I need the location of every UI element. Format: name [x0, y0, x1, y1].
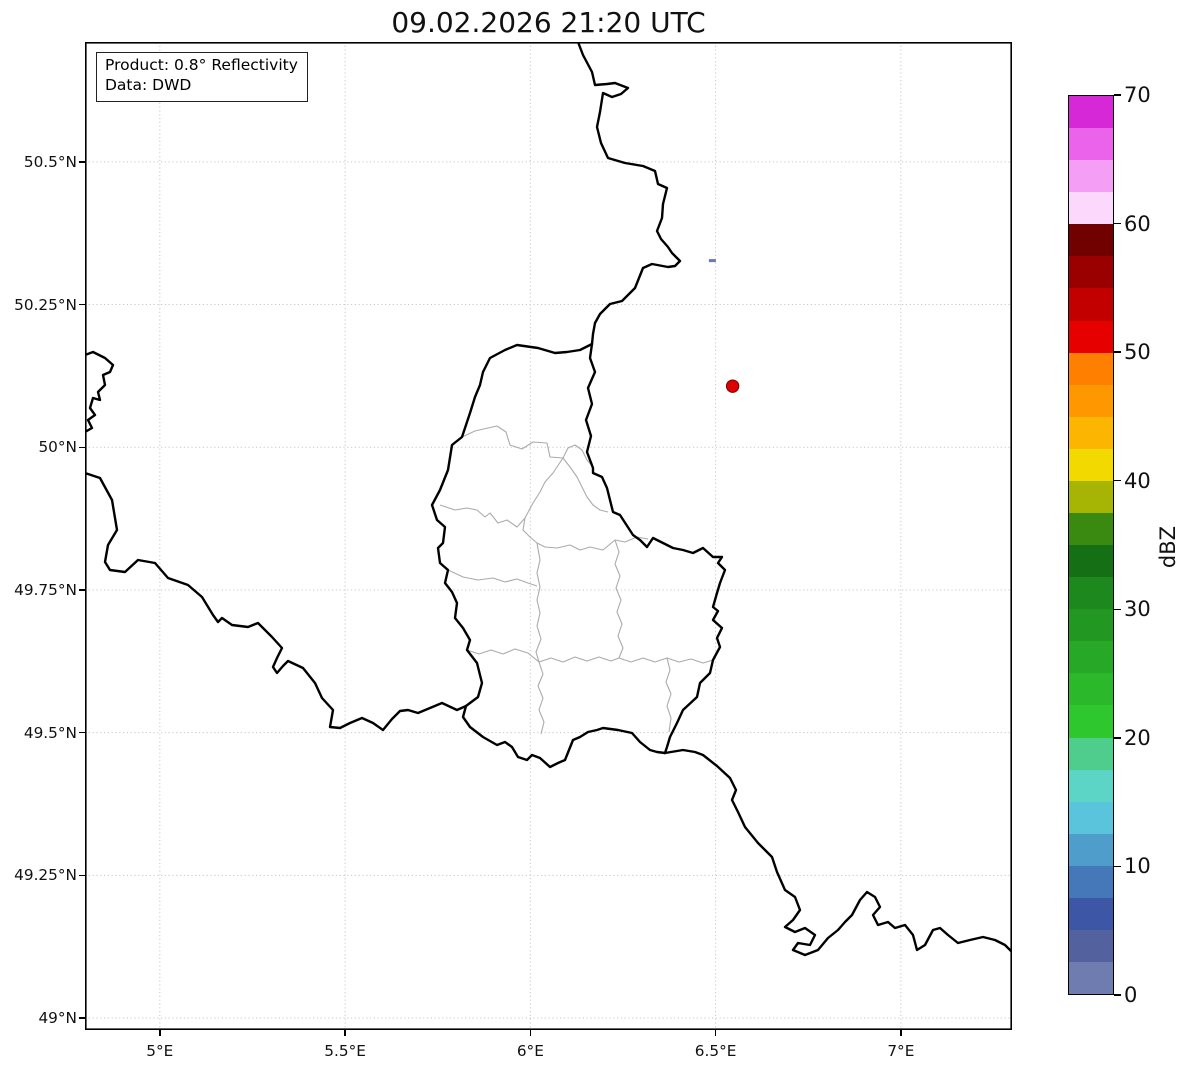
district-border-path [466, 648, 714, 664]
y-axis-tick-mark [79, 1017, 85, 1019]
y-axis-tick-mark [79, 303, 85, 306]
x-axis-tick-label: 5.5°E [324, 1042, 366, 1060]
x-axis-tick-label: 6.5°E [694, 1042, 737, 1060]
district-border-path [562, 444, 594, 468]
colorbar-segment [1069, 705, 1113, 738]
district-border-path [447, 569, 538, 587]
country-border-path [663, 748, 1012, 957]
y-axis-tick-label: 50°N [38, 438, 77, 457]
colorbar-tick-label: 30 [1124, 597, 1151, 622]
y-axis-tick-label: 49.75°N [14, 580, 77, 599]
colorbar-segment [1069, 480, 1113, 514]
colorbar-segment [1069, 673, 1113, 706]
colorbar-tick-label: 0 [1124, 983, 1138, 1007]
x-axis-tick-label: 5°E [146, 1042, 174, 1060]
y-axis-tick-mark [79, 589, 85, 591]
y-axis-tick-label: 49.25°N [14, 866, 77, 885]
colorbar-tick-label: 20 [1124, 725, 1151, 750]
colorbar-tick-mark [1114, 222, 1121, 225]
colorbar-tick-mark [1114, 994, 1121, 996]
colorbar-segment [1069, 448, 1113, 481]
colorbar-segment [1069, 577, 1113, 610]
colorbar-segment [1069, 641, 1113, 674]
x-axis-tick-mark [344, 1030, 346, 1036]
colorbar-segment [1069, 160, 1113, 193]
product-info-box: Product: 0.8° Reflectivity Data: DWD [96, 52, 308, 102]
colorbar-segment [1069, 930, 1113, 963]
colorbar-segment [1069, 865, 1113, 898]
colorbar-segment [1069, 128, 1113, 161]
colorbar-segment [1069, 192, 1113, 225]
colorbar-segment [1069, 609, 1113, 642]
product-line: Product: 0.8° Reflectivity [105, 56, 298, 74]
district-border-path [522, 517, 649, 551]
y-axis-tick-mark [79, 161, 85, 163]
colorbar-segment [1069, 96, 1113, 129]
country-border-path [430, 342, 667, 769]
district-border-path [524, 457, 564, 519]
colorbar-tick-label: 60 [1124, 211, 1151, 236]
colorbar-tick-label: 10 [1124, 854, 1151, 879]
map-svg [85, 42, 1012, 1030]
radar-site-marker [725, 379, 740, 393]
colorbar-segment [1069, 416, 1113, 449]
y-axis-tick-label: 49.5°N [23, 723, 77, 742]
colorbar-tick-mark [1114, 865, 1121, 868]
y-axis-tick-label: 49°N [38, 1009, 77, 1027]
colorbar-segment [1069, 513, 1113, 546]
colorbar-segment [1069, 769, 1113, 802]
x-axis-tick-mark [159, 1030, 161, 1036]
district-border-path [535, 542, 542, 663]
colorbar-tick-label: 70 [1124, 83, 1151, 107]
x-axis-tick-mark [900, 1030, 902, 1036]
district-border-path [614, 539, 624, 659]
colorbar-segment [1069, 320, 1113, 353]
data-source-line: Data: DWD [105, 75, 192, 94]
country-border-path [85, 471, 468, 732]
x-axis-tick-mark [714, 1030, 717, 1036]
colorbar-segment [1069, 545, 1113, 578]
colorbar-tick-mark [1114, 351, 1121, 353]
colorbar-segment [1069, 833, 1113, 866]
district-border-path [461, 425, 564, 459]
country-border-path [85, 350, 115, 434]
district-border-path [562, 457, 609, 513]
page-title: 09.02.2026 21:20 UTC [391, 6, 706, 39]
country-border-path [584, 342, 727, 755]
radar-echo-mark [708, 259, 716, 263]
district-border-path [537, 661, 545, 735]
colorbar-segment [1069, 256, 1113, 289]
colorbar-segment [1069, 224, 1113, 257]
plot-area: Product: 0.8° Reflectivity Data: DWD [85, 42, 1012, 1030]
colorbar-tick-mark [1114, 480, 1121, 482]
axes-spine [85, 42, 1012, 1030]
colorbar-segment [1069, 801, 1113, 834]
y-axis-tick-label: 50.5°N [23, 152, 77, 171]
y-axis-tick-mark [79, 446, 85, 448]
x-axis-tick-mark [529, 1030, 532, 1036]
colorbar [1068, 95, 1114, 995]
y-axis-tick-mark [79, 874, 85, 876]
x-axis-tick-label: 6°E [516, 1042, 544, 1060]
colorbar-tick-mark [1114, 608, 1121, 610]
colorbar-tick-label: 50 [1124, 340, 1151, 365]
colorbar-unit-label: dBZ [1156, 525, 1180, 569]
district-border-path [439, 504, 526, 528]
y-axis-tick-label: 50.25°N [14, 295, 77, 314]
colorbar-segment [1069, 897, 1113, 931]
colorbar-tick-mark [1114, 737, 1121, 739]
colorbar-segment [1069, 352, 1113, 385]
district-border-path [665, 657, 672, 733]
country-border-path [576, 42, 682, 346]
colorbar-segment [1069, 737, 1113, 770]
colorbar-tick-label: 40 [1124, 468, 1151, 493]
colorbar-segment [1069, 962, 1113, 995]
colorbar-tick-mark [1114, 94, 1121, 96]
colorbar-segment [1069, 288, 1113, 321]
y-axis-tick-mark [79, 731, 85, 734]
x-axis-tick-label: 7°E [887, 1042, 915, 1060]
colorbar-segment [1069, 384, 1113, 417]
